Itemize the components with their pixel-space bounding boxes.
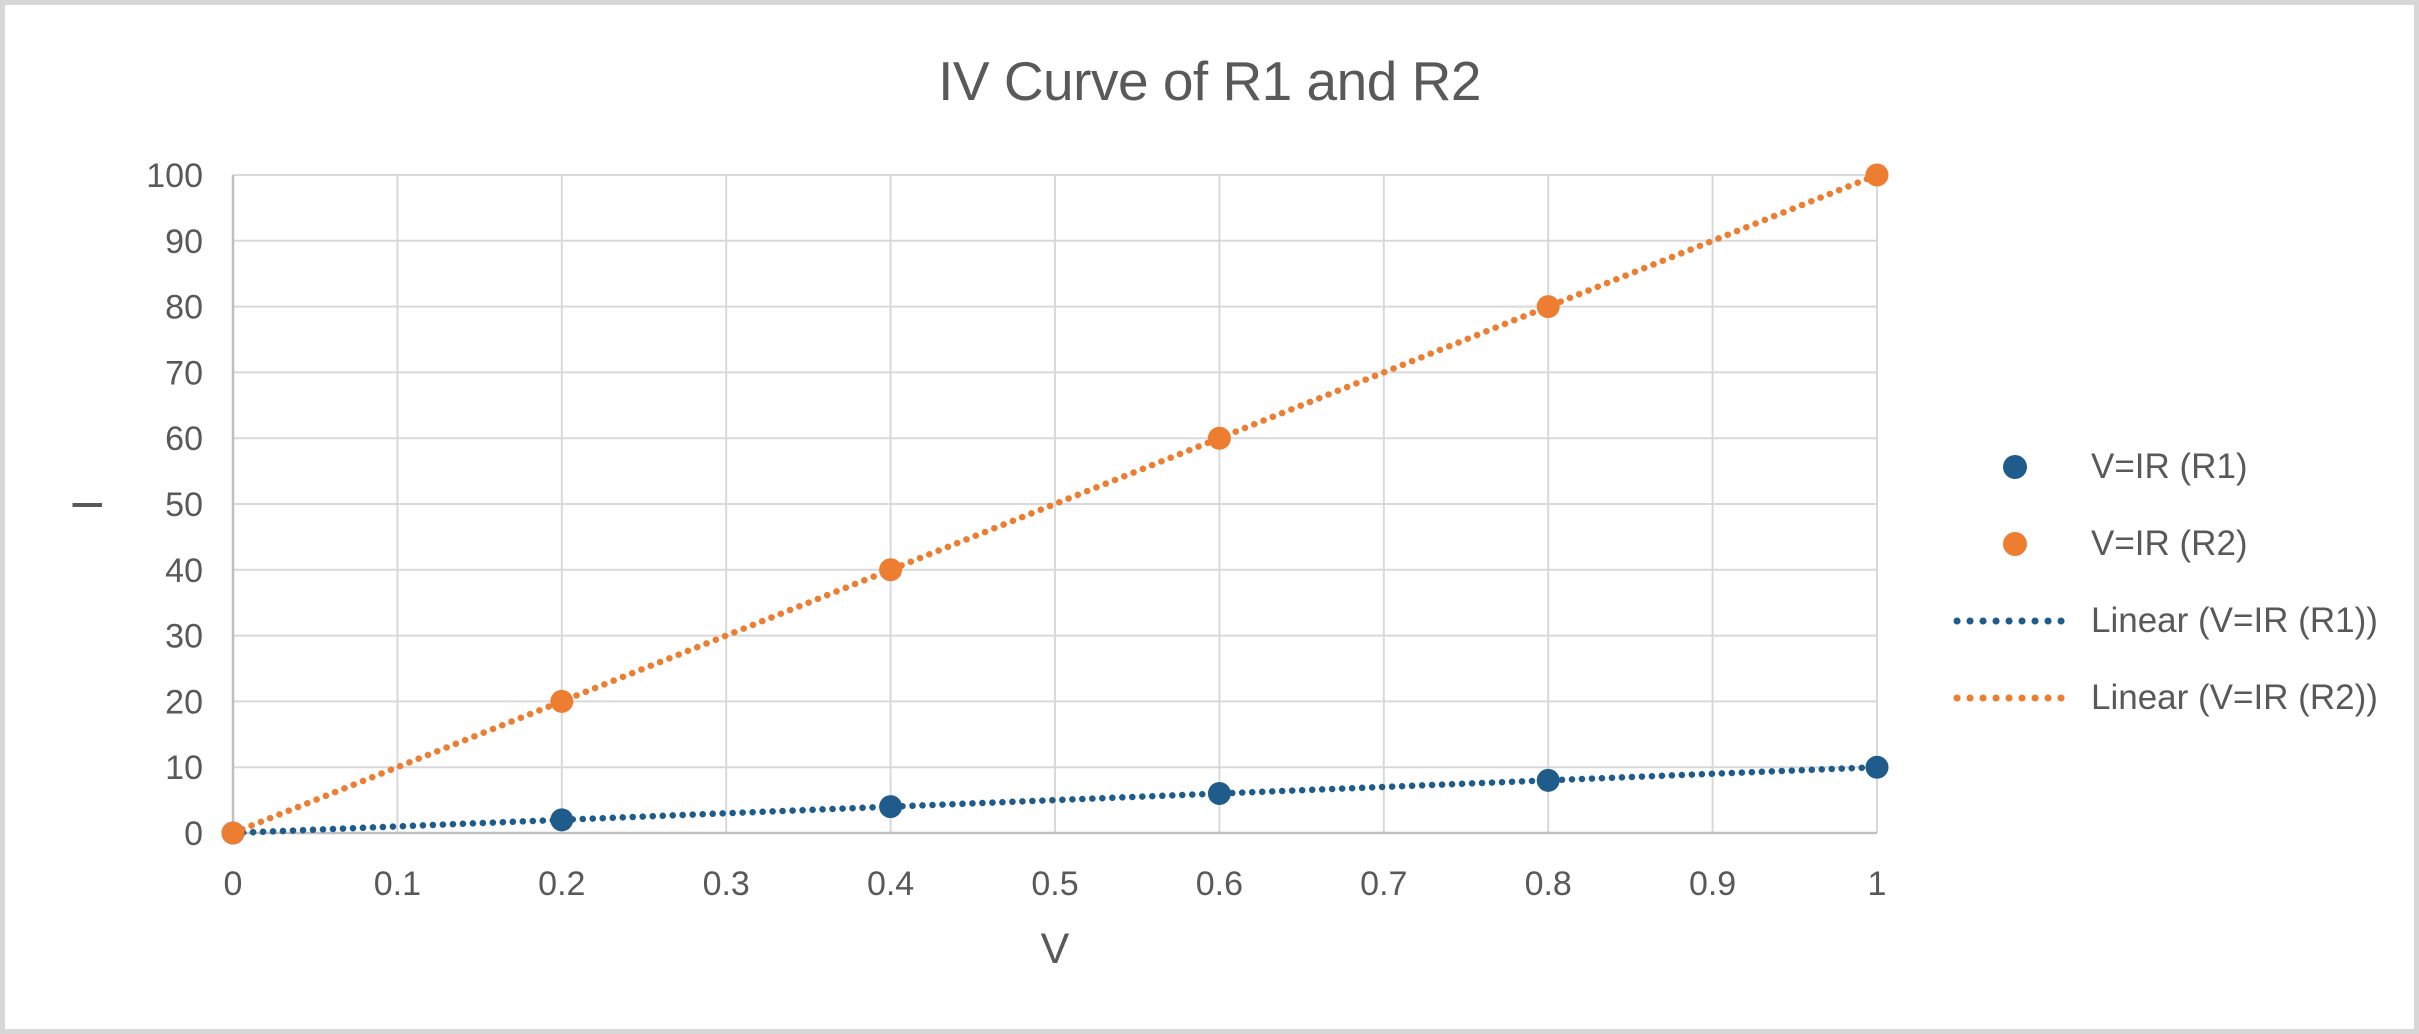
legend-label: V=IR (R1) bbox=[2091, 446, 2248, 486]
plot-area: 0 10 20 30 40 50 60 70 80 90 100 0 0.1 0.2 0.3 0.4 0.5 0.… bbox=[146, 157, 1889, 903]
y-tick-label: 50 bbox=[165, 486, 203, 524]
series-dot-icon bbox=[2003, 454, 2027, 479]
legend-item-trendline-r1: Linear (V=IR (R1)) bbox=[1953, 582, 2378, 659]
y-tick-label: 100 bbox=[146, 157, 203, 195]
chart-title: IV Curve of R1 and R2 bbox=[938, 50, 1481, 112]
legend-marker-cell bbox=[1953, 454, 2077, 479]
x-tick-label: 0.2 bbox=[538, 865, 585, 903]
x-tick-label: 0.9 bbox=[1689, 865, 1736, 903]
data-point bbox=[1865, 163, 1889, 187]
series-dot-icon bbox=[2003, 531, 2027, 556]
legend-marker-cell bbox=[1953, 531, 2077, 556]
legend-item-series-r2: V=IR (R2) bbox=[1953, 505, 2378, 582]
x-tick-label: 0 bbox=[224, 865, 243, 903]
data-point bbox=[1536, 295, 1560, 319]
legend-item-series-r1: V=IR (R1) bbox=[1953, 428, 2378, 505]
x-axis-title: V bbox=[1040, 925, 1070, 973]
x-tick-label: 0.3 bbox=[703, 865, 750, 903]
x-tick-label: 0.8 bbox=[1525, 865, 1572, 903]
data-point bbox=[1536, 768, 1560, 792]
y-tick-label: 10 bbox=[165, 749, 203, 787]
dotted-line-icon bbox=[1953, 694, 2077, 701]
dotted-line-icon bbox=[1953, 617, 2077, 624]
data-point bbox=[879, 558, 903, 582]
x-tick-label: 0.1 bbox=[374, 865, 421, 903]
data-point bbox=[550, 808, 574, 832]
x-tick-label: 0.7 bbox=[1360, 865, 1407, 903]
y-tick-label: 70 bbox=[165, 354, 203, 392]
x-tick-label: 0.6 bbox=[1196, 865, 1243, 903]
data-point bbox=[550, 689, 574, 713]
y-axis-title: I bbox=[64, 499, 112, 511]
y-tick-label: 60 bbox=[165, 420, 203, 458]
legend-label: V=IR (R2) bbox=[2091, 523, 2248, 563]
data-point bbox=[1207, 426, 1231, 450]
x-tick-label: 1 bbox=[1868, 865, 1887, 903]
data-point bbox=[221, 821, 245, 845]
legend-label: Linear (V=IR (R1)) bbox=[2091, 600, 2378, 640]
x-tick-label: 0.4 bbox=[867, 865, 914, 903]
legend-item-trendline-r2: Linear (V=IR (R2)) bbox=[1953, 659, 2378, 736]
y-tick-label: 30 bbox=[165, 618, 203, 656]
legend-marker-cell bbox=[1953, 691, 2077, 705]
data-point bbox=[1207, 782, 1231, 806]
x-tick-label: 0.5 bbox=[1031, 865, 1078, 903]
legend-marker-cell bbox=[1953, 614, 2077, 628]
y-tick-label: 40 bbox=[165, 552, 203, 590]
legend: V=IR (R1) V=IR (R2) Linear (V=IR (R1)) L… bbox=[1953, 428, 2378, 736]
y-tick-label: 0 bbox=[184, 815, 203, 853]
y-tick-label: 80 bbox=[165, 289, 203, 327]
data-point bbox=[879, 795, 903, 819]
data-point bbox=[1865, 755, 1889, 779]
legend-label: Linear (V=IR (R2)) bbox=[2091, 677, 2378, 717]
trendline bbox=[229, 763, 1881, 837]
y-tick-label: 20 bbox=[165, 683, 203, 721]
y-tick-label: 90 bbox=[165, 223, 203, 261]
